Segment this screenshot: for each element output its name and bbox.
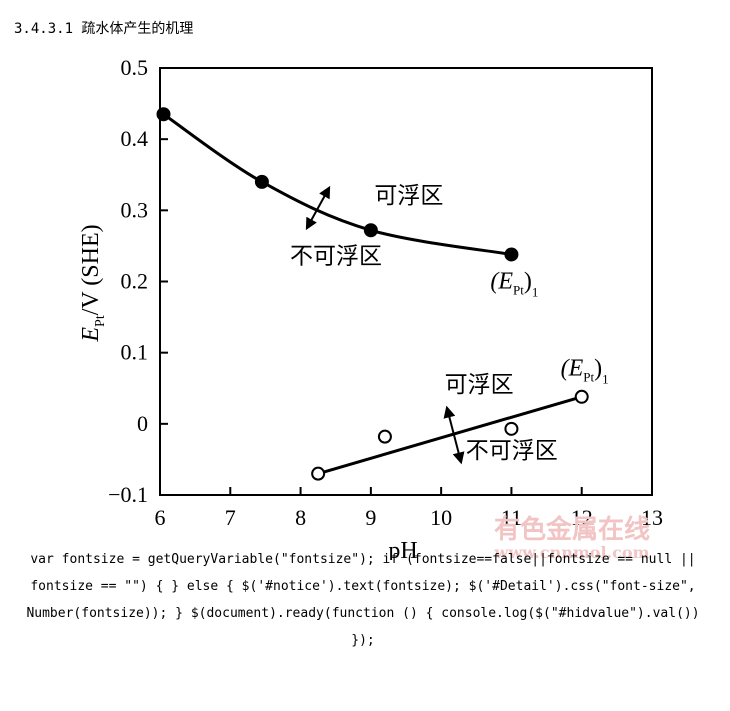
series-2-point [574,389,589,404]
series-1-curve [162,113,512,256]
x-tick-label: 8 [295,505,306,530]
y-axis-title-main: E [78,327,104,343]
x-tick-label: 13 [641,505,663,530]
series-2-point [377,429,392,444]
y-axis-title-sub: Pt [93,315,108,327]
series-1-point [504,247,519,262]
ann-lower-ept-close: ) [594,355,602,381]
ann-lower-ept-sub: Pt [583,369,594,384]
series-2-point [504,421,519,436]
y-axis-title: EPt/V (SHE) [78,224,108,342]
annotation-upper-ept: (EPt)1 [490,269,538,300]
y-tick-label: 0.4 [121,126,149,151]
annotation-lower-ept: (EPt)1 [561,355,609,386]
ann-upper-ept-sub: Pt [513,283,524,298]
ann-upper-ept-index: 1 [532,285,539,300]
x-axis-title: pH [388,538,417,560]
ann-lower-ept-index: 1 [602,371,609,386]
watermark-name: 有色金属在线 [494,514,650,545]
y-tick-label: 0.1 [121,340,149,365]
x-tick-label: 6 [155,505,166,530]
section-heading: 3.4.3.1 疏水体产生的机理 [14,21,194,37]
x-tick-label: 11 [501,505,522,530]
y-tick-label: 0 [137,411,148,436]
x-tick-label: 9 [365,505,376,530]
leaked-script-text: var fontsize = getQueryVariable("fontsiz… [26,552,700,648]
y-axis-ticks: −0.1 0 0.1 0.2 0.3 0.4 0.5 [108,55,168,507]
annotation-upper-nonfloat: 不可浮区 [290,244,382,270]
plot-frame [159,67,653,496]
series-1-point [363,223,378,238]
watermark-url: www.cnnmol.com [494,543,650,560]
series-1-point [254,174,269,189]
series-1-point [156,107,171,122]
x-tick-label: 12 [571,505,593,530]
lower-region-arrow [443,405,465,465]
x-tick-label: 7 [225,505,236,530]
ann-upper-ept-close: ) [524,269,532,295]
ann-upper-ept-main: (E [490,269,513,295]
annotation-lower-nonfloat: 不可浮区 [466,438,558,464]
annotation-lower-float: 可浮区 [445,372,514,398]
upper-region-arrow [305,185,331,231]
annotation-upper-float: 可浮区 [374,183,443,209]
y-tick-label: 0.3 [121,197,149,222]
ann-lower-ept-main: (E [561,355,584,381]
y-tick-label: 0.5 [121,55,149,80]
y-tick-label: −0.1 [108,482,148,507]
y-axis-title-rest: /V (SHE) [78,224,104,315]
x-axis-ticks: 6 7 8 9 10 11 12 13 [155,487,663,530]
series-2-point [311,466,326,481]
chart: 6 7 8 9 10 11 12 13 −0.100.10.20.30.40.5 pH EPt… [78,55,663,560]
y-tick-label: 0.2 [121,269,149,294]
x-tick-label: 10 [430,505,452,530]
